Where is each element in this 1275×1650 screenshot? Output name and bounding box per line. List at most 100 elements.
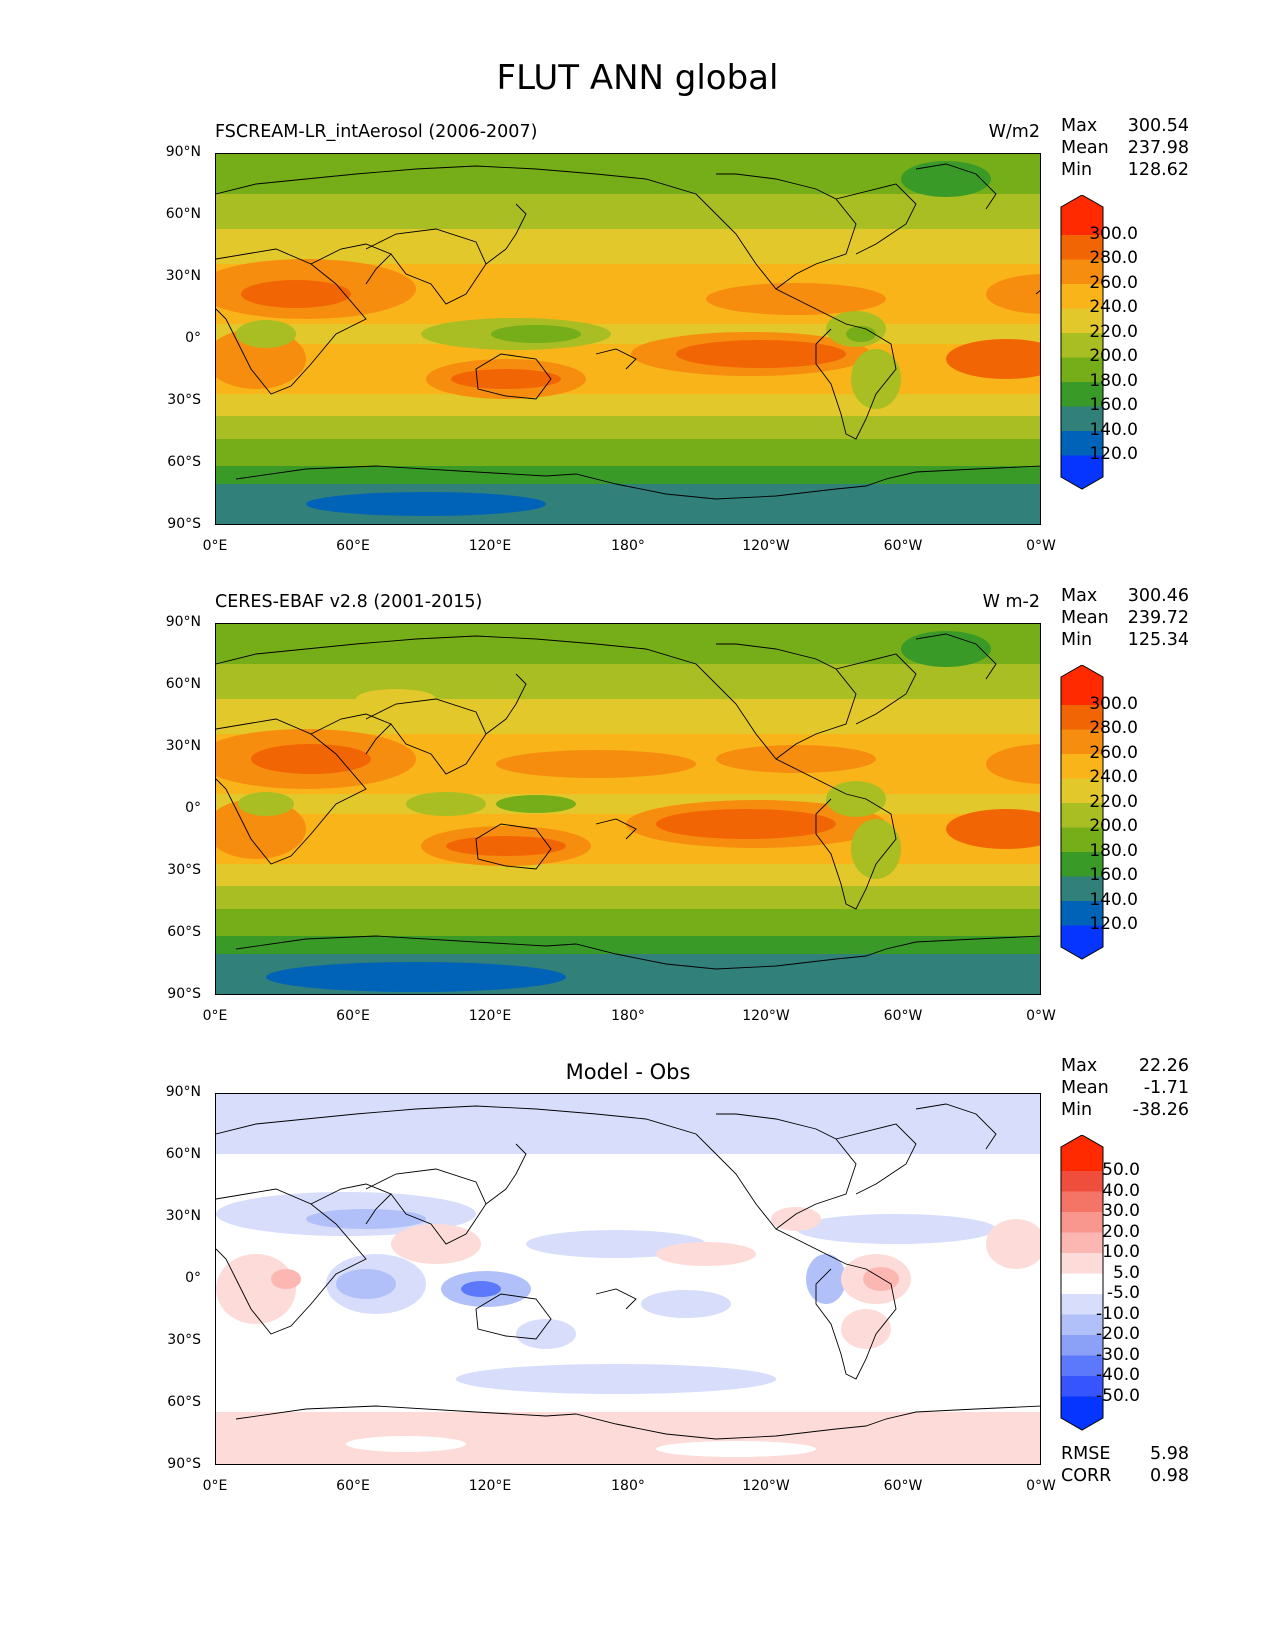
- lat-tick-label: 60°N: [165, 1146, 201, 1162]
- lon-tick-label: 0°W: [1026, 1478, 1056, 1494]
- lon-tick-label: 120°E: [468, 1008, 512, 1024]
- map-panel-3: [215, 1093, 1041, 1465]
- lat-tick-label: 60°N: [165, 676, 201, 692]
- lon-tick-label: 60°E: [336, 1478, 370, 1494]
- colorbar-label: 50.0: [1102, 1160, 1140, 1180]
- lon-tick-label: 0°E: [202, 1478, 228, 1494]
- lat-tick-label: 30°N: [165, 1208, 201, 1224]
- min-label: Min: [1061, 630, 1093, 650]
- lon-tick-label: 180°: [611, 1008, 645, 1024]
- colorbar-label: 200.0: [1089, 816, 1138, 836]
- colorbar-label: 280.0: [1089, 718, 1138, 738]
- colorbar-label: 20.0: [1102, 1222, 1140, 1242]
- max-value: 300.46: [1127, 586, 1189, 606]
- panel-2-title: CERES-EBAF v2.8 (2001-2015): [215, 592, 483, 612]
- colorbar-1: [1060, 195, 1104, 490]
- colorbar-label: 120.0: [1089, 444, 1138, 464]
- max-label: Max: [1061, 116, 1098, 136]
- panel-3-extra-stats: RMSE 5.98 CORR 0.98: [1061, 1444, 1189, 1488]
- lat-tick-label: 0°: [185, 1270, 201, 1286]
- lat-tick-label: 30°N: [165, 268, 201, 284]
- max-label: Max: [1061, 1056, 1098, 1076]
- max-value: 300.54: [1127, 116, 1189, 136]
- colorbar-label: 300.0: [1089, 224, 1138, 244]
- lat-tick-label: 90°N: [165, 1084, 201, 1100]
- mean-value: -1.71: [1143, 1078, 1189, 1098]
- lon-tick-label: 0°W: [1026, 1008, 1056, 1024]
- colorbar-3: [1060, 1135, 1104, 1431]
- lon-tick-label: 60°W: [883, 1008, 923, 1024]
- mean-label: Mean: [1061, 138, 1109, 158]
- min-label: Min: [1061, 160, 1093, 180]
- colorbar-label: 140.0: [1089, 890, 1138, 910]
- lon-tick-label: 180°: [611, 538, 645, 554]
- panel-2-units: W m-2: [982, 592, 1040, 612]
- lon-tick-label: 120°W: [742, 1008, 790, 1024]
- lon-tick-label: 60°W: [883, 538, 923, 554]
- colorbar-label: 140.0: [1089, 420, 1138, 440]
- map-panel-2: [215, 623, 1041, 995]
- panel-3-stats: Max 22.26 Mean -1.71 Min -38.26: [1061, 1056, 1189, 1122]
- corr-label: CORR: [1061, 1466, 1112, 1486]
- lon-tick-label: 120°E: [468, 538, 512, 554]
- map-panel-1: [215, 153, 1041, 525]
- lat-tick-label: 0°: [185, 330, 201, 346]
- mean-label: Mean: [1061, 608, 1109, 628]
- colorbar-2: [1060, 665, 1104, 960]
- lat-tick-label: 90°S: [167, 1456, 201, 1472]
- min-value: 128.62: [1127, 160, 1189, 180]
- colorbar-label: 260.0: [1089, 273, 1138, 293]
- colorbar-label: 160.0: [1089, 865, 1138, 885]
- lat-tick-label: 30°S: [167, 1332, 201, 1348]
- lon-tick-label: 120°W: [742, 538, 790, 554]
- colorbar-label: -50.0: [1096, 1386, 1140, 1406]
- lat-tick-label: 60°N: [165, 206, 201, 222]
- rmse-value: 5.98: [1150, 1444, 1189, 1464]
- colorbar-label: 180.0: [1089, 371, 1138, 391]
- map-3-field: [216, 1094, 1040, 1464]
- min-label: Min: [1061, 1100, 1093, 1120]
- map-2-field: [216, 624, 1040, 994]
- colorbar-label: -5.0: [1106, 1283, 1140, 1303]
- lon-tick-label: 120°W: [742, 1478, 790, 1494]
- colorbar-label: -20.0: [1096, 1324, 1140, 1344]
- lat-tick-label: 90°S: [167, 516, 201, 532]
- panel-1-stats: Max 300.54 Mean 237.98 Min 128.62: [1061, 116, 1189, 182]
- colorbar-label: 220.0: [1089, 322, 1138, 342]
- colorbar-label: 220.0: [1089, 792, 1138, 812]
- panel-1-units: W/m2: [988, 122, 1040, 142]
- colorbar-label: 240.0: [1089, 767, 1138, 787]
- corr-value: 0.98: [1150, 1466, 1189, 1486]
- rmse-label: RMSE: [1061, 1444, 1111, 1464]
- map-1-field: [216, 154, 1040, 524]
- max-label: Max: [1061, 586, 1098, 606]
- colorbar-label: 240.0: [1089, 297, 1138, 317]
- lon-tick-label: 60°E: [336, 538, 370, 554]
- colorbar-label: 5.0: [1112, 1263, 1140, 1283]
- lon-tick-label: 180°: [611, 1478, 645, 1494]
- panel-2-stats: Max 300.46 Mean 239.72 Min 125.34: [1061, 586, 1189, 652]
- lon-tick-label: 0°W: [1026, 538, 1056, 554]
- colorbar-label: -30.0: [1096, 1345, 1140, 1365]
- panel-1-title: FSCREAM-LR_intAerosol (2006-2007): [215, 122, 538, 142]
- mean-value: 239.72: [1127, 608, 1189, 628]
- colorbar-label: 200.0: [1089, 346, 1138, 366]
- colorbar-label: 280.0: [1089, 248, 1138, 268]
- colorbar-label: -10.0: [1096, 1304, 1140, 1324]
- mean-value: 237.98: [1127, 138, 1189, 158]
- lat-tick-label: 60°S: [167, 454, 201, 470]
- lat-tick-label: 90°S: [167, 986, 201, 1002]
- min-value: 125.34: [1127, 630, 1189, 650]
- mean-label: Mean: [1061, 1078, 1109, 1098]
- lat-tick-label: 60°S: [167, 1394, 201, 1410]
- colorbar-label: 160.0: [1089, 395, 1138, 415]
- lat-tick-label: 60°S: [167, 924, 201, 940]
- figure-title: FLUT ANN global: [496, 58, 779, 98]
- colorbar-label: 300.0: [1089, 694, 1138, 714]
- lat-tick-label: 90°N: [165, 144, 201, 160]
- lon-tick-label: 60°W: [883, 1478, 923, 1494]
- colorbar-label: 30.0: [1102, 1201, 1140, 1221]
- lon-tick-label: 60°E: [336, 1008, 370, 1024]
- lat-tick-label: 30°S: [167, 392, 201, 408]
- colorbar-label: 10.0: [1102, 1242, 1140, 1262]
